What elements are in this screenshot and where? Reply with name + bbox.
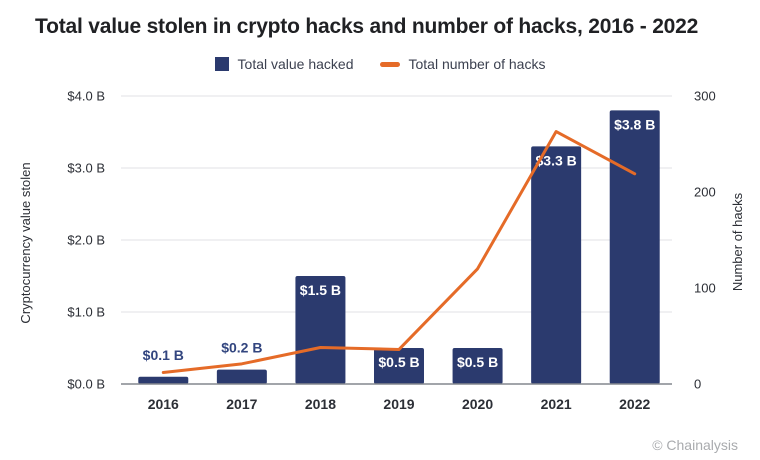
bar-2018 (295, 276, 346, 384)
x-axis-label-2022: 2022 (619, 396, 650, 412)
left-axis-tick-label: $0.0 B (67, 377, 105, 392)
bar-series-swatch-icon (214, 57, 229, 71)
bar-2019 (374, 348, 424, 384)
x-axis-label-2021: 2021 (541, 396, 572, 412)
chart-legend: Total value hacked Total number of hacks (0, 54, 760, 74)
x-axis-label-2019: 2019 (383, 396, 414, 412)
x-axis-label-2018: 2018 (305, 396, 336, 412)
bar-value-label-2019: $0.5 B (378, 354, 419, 370)
left-axis-tick-label: $1.0 B (67, 305, 105, 320)
bar-value-label-2018: $1.5 B (300, 282, 341, 298)
right-axis-tick-label: 300 (694, 89, 716, 104)
legend-label-total-number-of-hacks: Total number of hacks (408, 56, 546, 72)
bar-value-label-2021: $3.3 B (536, 152, 577, 168)
bar-2016 (138, 376, 189, 384)
left-axis-tick-label: $3.0 B (67, 161, 105, 176)
left-axis-tick-label: $2.0 B (67, 233, 105, 248)
bar-value-label-2016: $0.1 B (143, 347, 184, 363)
right-axis-tick-label: 200 (694, 185, 716, 200)
legend-item-total-number-of-hacks: Total number of hacks (379, 56, 546, 72)
bar-2022 (609, 110, 660, 385)
chart-title: Total value stolen in crypto hacks and n… (35, 15, 699, 38)
plot-dynamic-layer: $0.0 B $1.0 B $2.0 B $3.0 B $4.0 B 0 100 200 300… (67, 89, 715, 413)
left-axis-title: Cryptocurrency value stolen (18, 162, 33, 323)
right-axis-title: Number of hacks (730, 192, 745, 291)
bar-value-label-2020: $0.5 B (457, 354, 498, 370)
bar-2020 (452, 348, 503, 384)
right-axis-tick-label: 0 (694, 377, 701, 392)
bar-value-label-2022: $3.8 B (614, 116, 655, 132)
left-axis-tick-label: $4.0 B (67, 89, 105, 104)
x-axis-label-2017: 2017 (226, 396, 257, 412)
line-series-swatch-icon (379, 61, 400, 67)
bar-value-label-2017: $0.2 B (221, 340, 262, 356)
bar-2017 (216, 369, 267, 384)
attribution: © Chainalysis (652, 437, 738, 453)
right-axis-tick-label: 100 (694, 281, 716, 296)
bar-2021 (531, 146, 582, 384)
number-of-hacks-line (161, 130, 637, 374)
x-axis-label-2020: 2020 (462, 396, 493, 412)
legend-item-total-value-hacked: Total value hacked (214, 56, 354, 72)
legend-label-total-value-hacked: Total value hacked (237, 56, 354, 72)
x-axis-label-2016: 2016 (148, 396, 179, 412)
